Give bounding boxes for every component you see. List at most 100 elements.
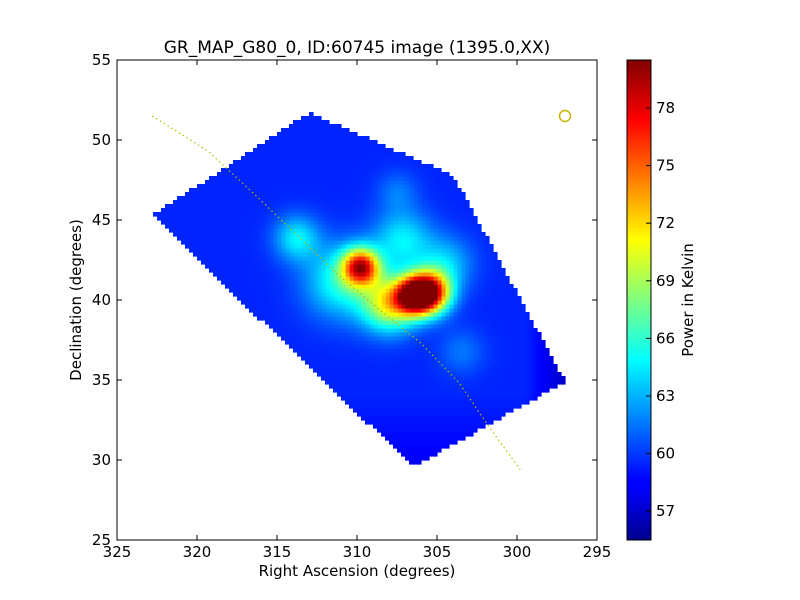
heatmap-cell (309, 176, 314, 181)
heatmap-cell (437, 436, 442, 441)
heatmap-cell (481, 384, 486, 389)
heatmap-cell (381, 348, 386, 353)
heatmap-cell (485, 312, 490, 317)
heatmap-cell (497, 388, 502, 393)
heatmap-cell (357, 396, 362, 401)
heatmap-cell (377, 312, 382, 317)
heatmap-cell (365, 376, 370, 381)
heatmap-cell (361, 336, 366, 341)
heatmap-cell (217, 260, 222, 265)
heatmap-cell (305, 292, 310, 297)
heatmap-cell (337, 264, 342, 269)
heatmap-cell (473, 268, 478, 273)
heatmap-cell (329, 164, 334, 169)
heatmap-cell (445, 312, 450, 317)
heatmap-cell (289, 224, 294, 229)
heatmap-cell (441, 392, 446, 397)
heatmap-cell (337, 140, 342, 145)
heatmap-cell (461, 220, 466, 225)
heatmap-cell (389, 216, 394, 221)
heatmap-cell (345, 312, 350, 317)
heatmap-cell (517, 296, 522, 301)
heatmap-cell (405, 456, 410, 461)
heatmap-cell (453, 412, 458, 417)
heatmap-cell (297, 240, 302, 245)
heatmap-cell (429, 188, 434, 193)
heatmap-cell (485, 268, 490, 273)
heatmap-cell (393, 340, 398, 345)
heatmap-cell (377, 272, 382, 277)
heatmap-cell (261, 256, 266, 261)
heatmap-cell (389, 420, 394, 425)
heatmap-cell (449, 220, 454, 225)
heatmap-cell (405, 336, 410, 341)
heatmap-cell (373, 376, 378, 381)
heatmap-cell (489, 416, 494, 421)
heatmap-cell (521, 376, 526, 381)
heatmap-cell (385, 288, 390, 293)
heatmap-cell (497, 356, 502, 361)
heatmap-cell (281, 332, 286, 337)
heatmap-cell (201, 184, 206, 189)
heatmap-cell (365, 392, 370, 397)
heatmap-cell (369, 388, 374, 393)
heatmap-cell (229, 168, 234, 173)
heatmap-cell (309, 284, 314, 289)
heatmap-cell (333, 212, 338, 217)
heatmap-cell (273, 256, 278, 261)
heatmap-cell (473, 392, 478, 397)
heatmap-cell (409, 360, 414, 365)
heatmap-cell (297, 244, 302, 249)
heatmap-cell (453, 276, 458, 281)
heatmap-cell (293, 256, 298, 261)
heatmap-cell (213, 188, 218, 193)
heatmap-cell (513, 348, 518, 353)
heatmap-cell (361, 328, 366, 333)
heatmap-cell (445, 220, 450, 225)
heatmap-cell (169, 212, 174, 217)
heatmap-cell (385, 272, 390, 277)
heatmap-cell (233, 284, 238, 289)
heatmap-cell (473, 356, 478, 361)
heatmap-cell (497, 280, 502, 285)
heatmap-cell (365, 408, 370, 413)
heatmap-cell (417, 188, 422, 193)
heatmap-cell (265, 260, 270, 265)
heatmap-cell (381, 152, 386, 157)
heatmap-cell (501, 376, 506, 381)
heatmap-cell (461, 252, 466, 257)
heatmap-cell (345, 324, 350, 329)
heatmap-cell (289, 292, 294, 297)
heatmap-cell (385, 344, 390, 349)
heatmap-cell (329, 184, 334, 189)
heatmap-cell (313, 216, 318, 221)
heatmap-cell (313, 236, 318, 241)
heatmap-cell (229, 236, 234, 241)
heatmap-cell (381, 172, 386, 177)
heatmap-cell (361, 416, 366, 421)
heatmap-cell (477, 352, 482, 357)
heatmap-cell (445, 228, 450, 233)
heatmap-cell (465, 344, 470, 349)
heatmap-cell (345, 340, 350, 345)
heatmap-cell (397, 432, 402, 437)
heatmap-cell (345, 172, 350, 177)
heatmap-cell (385, 388, 390, 393)
heatmap-cell (397, 284, 402, 289)
heatmap-cell (305, 224, 310, 229)
heatmap-cell (261, 224, 266, 229)
heatmap-cell (385, 304, 390, 309)
heatmap-cell (457, 216, 462, 221)
heatmap-cell (281, 160, 286, 165)
heatmap-cell (293, 164, 298, 169)
heatmap-cell (501, 280, 506, 285)
heatmap-cell (353, 344, 358, 349)
heatmap-cell (525, 384, 530, 389)
heatmap-cell (241, 236, 246, 241)
heatmap-cell (429, 344, 434, 349)
heatmap-cell (293, 336, 298, 341)
heatmap-cell (261, 300, 266, 305)
heatmap-cell (437, 196, 442, 201)
heatmap-cell (201, 192, 206, 197)
heatmap-cell (301, 164, 306, 169)
